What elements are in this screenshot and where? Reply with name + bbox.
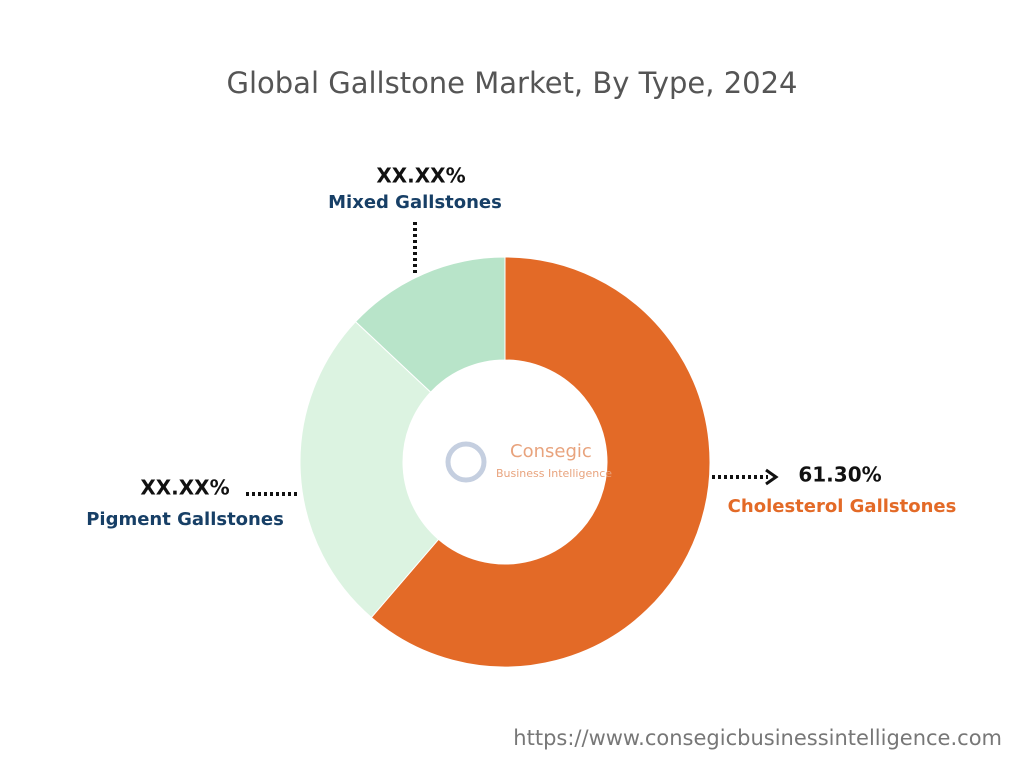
logo-mark <box>445 441 487 483</box>
donut-slice <box>299 320 440 619</box>
watermark: Consegic <box>510 441 592 462</box>
donut-slice <box>354 256 506 393</box>
value-label: 61.30% <box>798 463 881 487</box>
source-url: https://www.consegicbusinessintelligence… <box>513 726 1002 750</box>
value-label: XX.XX% <box>376 164 465 188</box>
donut-slice <box>370 256 711 668</box>
donut <box>299 256 711 668</box>
logo: Consegic Business Intelligence <box>445 441 612 483</box>
chart-title: Global Gallstone Market, By Type, 2024 <box>227 66 798 100</box>
category-label: Cholesterol Gallstones <box>728 496 957 517</box>
category-label: Pigment Gallstones <box>86 509 284 530</box>
category-label: Mixed Gallstones <box>328 192 502 213</box>
leaders <box>246 222 779 496</box>
leader-arrow <box>765 468 779 486</box>
value-label: XX.XX% <box>140 476 229 500</box>
watermark: Business Intelligence <box>496 467 612 480</box>
